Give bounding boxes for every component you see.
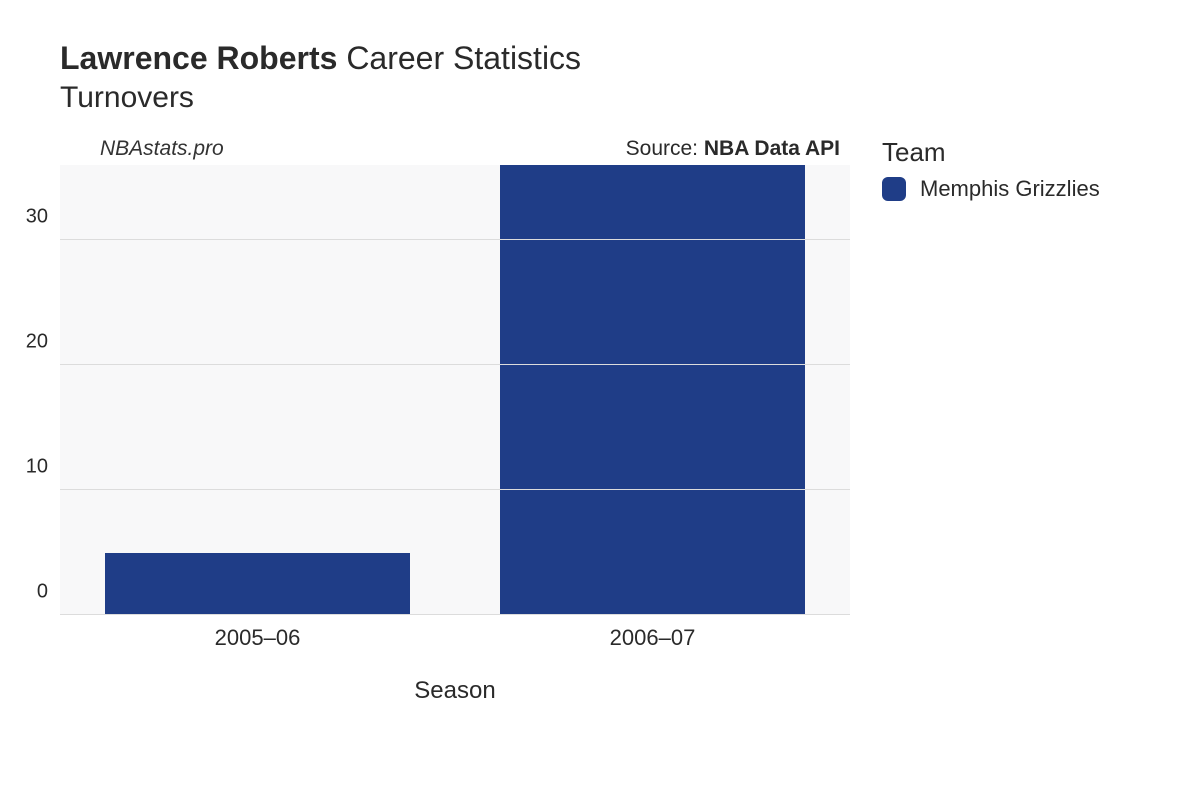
chart-title: Lawrence Roberts Career Statistics <box>60 40 1170 77</box>
y-tick: 0 <box>37 581 48 604</box>
bar <box>500 165 804 615</box>
chart-title-block: Lawrence Roberts Career Statistics Turno… <box>60 40 1170 115</box>
gridline <box>60 364 850 365</box>
source-prefix: Source: <box>626 137 704 160</box>
legend: Team Memphis Grizzlies <box>882 137 1100 705</box>
watermark: NBAstats.pro <box>100 137 224 161</box>
legend-swatch <box>882 177 906 201</box>
title-suffix: Career Statistics <box>346 40 581 76</box>
title-name: Lawrence Roberts <box>60 40 337 76</box>
plot: 0102030 <box>60 165 850 615</box>
legend-item-label: Memphis Grizzlies <box>920 176 1100 202</box>
x-axis-label: Season <box>60 677 850 705</box>
x-ticks: 2005–062006–07 <box>60 625 850 651</box>
bar-slot <box>455 165 850 615</box>
bar <box>105 553 409 616</box>
bars-container <box>60 165 850 615</box>
x-tick: 2006–07 <box>455 625 850 651</box>
bar-slot <box>60 165 455 615</box>
gridline <box>60 614 850 615</box>
y-tick: 20 <box>26 331 48 354</box>
gridline <box>60 239 850 240</box>
x-tick: 2005–06 <box>60 625 455 651</box>
gridline <box>60 489 850 490</box>
source-label: Source: NBA Data API <box>626 137 840 161</box>
source-value: NBA Data API <box>704 137 840 160</box>
legend-title: Team <box>882 137 1100 168</box>
chart-subtitle: Turnovers <box>60 81 1170 115</box>
y-tick: 10 <box>26 456 48 479</box>
y-tick: 30 <box>26 206 48 229</box>
legend-item: Memphis Grizzlies <box>882 176 1100 202</box>
chart-area: Turnovers NBAstats.pro Source: NBA Data … <box>60 137 1170 705</box>
